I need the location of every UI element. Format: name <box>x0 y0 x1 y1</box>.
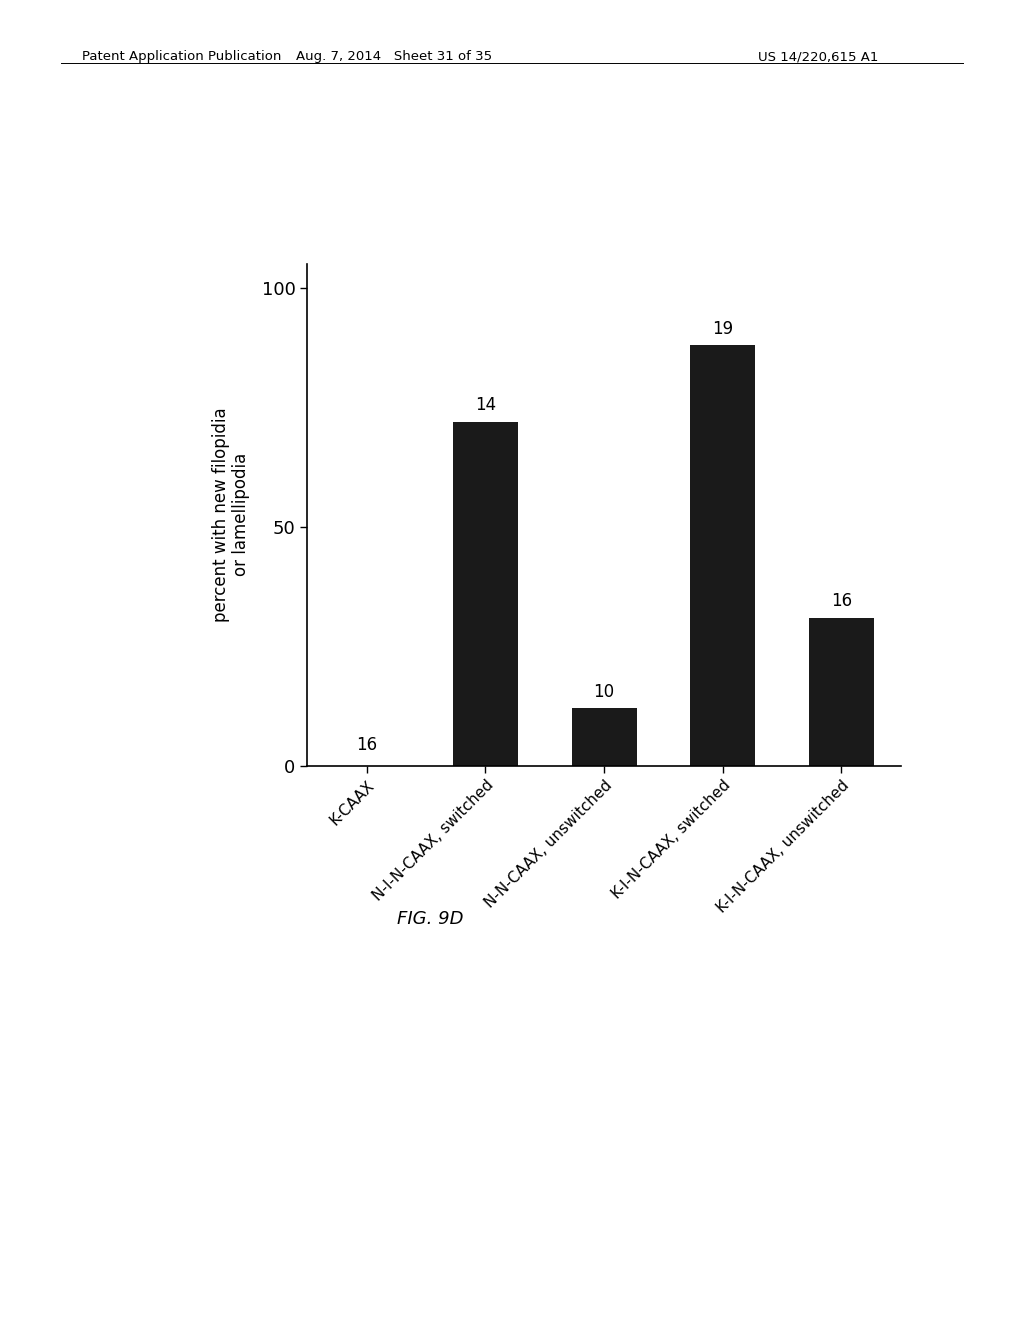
Text: 16: 16 <box>830 593 852 610</box>
Bar <box>453 421 518 766</box>
Text: 19: 19 <box>713 319 733 338</box>
Bar <box>809 618 874 766</box>
Text: 10: 10 <box>594 684 614 701</box>
Text: Aug. 7, 2014   Sheet 31 of 35: Aug. 7, 2014 Sheet 31 of 35 <box>296 50 493 63</box>
Text: 16: 16 <box>356 735 378 754</box>
Bar <box>690 346 756 766</box>
Text: 14: 14 <box>475 396 496 414</box>
Text: Patent Application Publication: Patent Application Publication <box>82 50 282 63</box>
Bar <box>571 709 637 766</box>
Text: FIG. 9D: FIG. 9D <box>397 909 463 928</box>
Text: US 14/220,615 A1: US 14/220,615 A1 <box>758 50 879 63</box>
Y-axis label: percent with new filopidia
or lamellipodia: percent with new filopidia or lamellipod… <box>212 408 251 622</box>
